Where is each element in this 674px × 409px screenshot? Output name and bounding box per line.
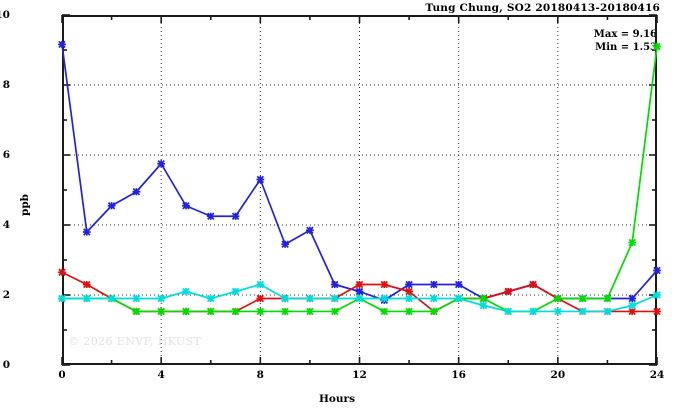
annotation-max: Max = 9.16 [593, 29, 657, 40]
series-day4 [58, 280, 661, 316]
y-tick-label: 0 [2, 359, 10, 371]
gridlines [62, 15, 657, 365]
x-tick-label: 24 [649, 369, 665, 381]
y-tick-label: 6 [2, 149, 10, 161]
series-day1 [58, 40, 661, 304]
y-tick-label: 4 [2, 219, 10, 231]
x-axis-label: Hours [318, 393, 355, 405]
x-tick-label: 20 [550, 369, 566, 381]
x-tick-label: 16 [451, 369, 466, 381]
data-series-layer [58, 40, 661, 316]
x-tick-label: 8 [256, 369, 264, 381]
x-tick-label: 4 [157, 369, 165, 381]
chart-title: Tung Chung, SO2 20180413-20180416 [425, 2, 660, 14]
y-tick-label: 10 [0, 9, 10, 21]
y-tick-label: 8 [2, 79, 10, 91]
x-tick-label: 12 [352, 369, 367, 381]
watermark: © 2026 ENVF, HKUST [68, 335, 202, 348]
y-tick-label: 2 [2, 289, 10, 301]
axis-ticks [61, 14, 658, 366]
x-tick-label: 0 [58, 369, 66, 381]
annotation-min: Min = 1.53 [595, 42, 657, 53]
